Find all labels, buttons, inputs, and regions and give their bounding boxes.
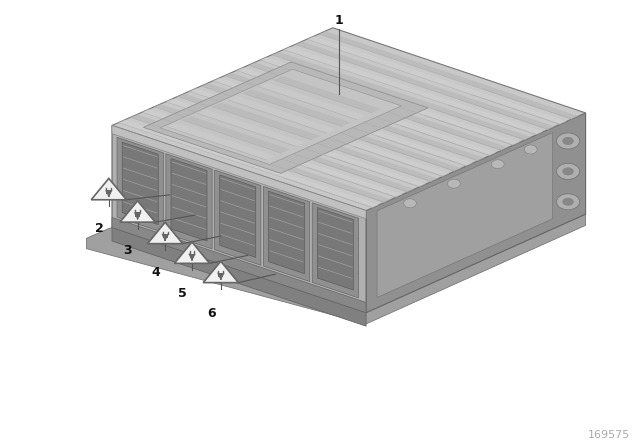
Polygon shape — [273, 76, 381, 113]
Polygon shape — [272, 52, 531, 140]
Text: 6: 6 — [207, 307, 216, 320]
FancyBboxPatch shape — [218, 273, 223, 277]
Polygon shape — [377, 133, 553, 297]
Circle shape — [492, 159, 504, 168]
Polygon shape — [189, 88, 449, 177]
Polygon shape — [143, 62, 428, 173]
Polygon shape — [117, 138, 163, 233]
Polygon shape — [269, 191, 305, 274]
Polygon shape — [201, 83, 461, 171]
Polygon shape — [174, 242, 210, 263]
Polygon shape — [212, 103, 321, 140]
Polygon shape — [243, 89, 351, 126]
Polygon shape — [317, 207, 353, 290]
Polygon shape — [177, 94, 438, 181]
Circle shape — [404, 199, 417, 208]
FancyBboxPatch shape — [189, 254, 195, 258]
FancyBboxPatch shape — [106, 190, 111, 194]
Polygon shape — [284, 47, 543, 135]
Polygon shape — [112, 217, 366, 313]
Polygon shape — [112, 125, 366, 219]
Polygon shape — [167, 123, 275, 160]
FancyBboxPatch shape — [163, 234, 168, 238]
Circle shape — [524, 145, 537, 154]
Polygon shape — [166, 154, 212, 249]
Polygon shape — [228, 96, 335, 133]
Polygon shape — [92, 178, 127, 200]
Polygon shape — [248, 62, 508, 151]
Polygon shape — [319, 31, 579, 119]
Polygon shape — [295, 42, 555, 129]
Polygon shape — [148, 222, 183, 244]
Polygon shape — [171, 159, 207, 241]
Polygon shape — [166, 99, 426, 187]
Polygon shape — [213, 78, 473, 166]
Polygon shape — [112, 228, 366, 326]
Polygon shape — [220, 175, 256, 257]
Text: 4: 4 — [151, 266, 160, 279]
Polygon shape — [197, 109, 305, 146]
Polygon shape — [307, 36, 566, 124]
Polygon shape — [131, 114, 391, 202]
Circle shape — [447, 179, 460, 188]
Text: 3: 3 — [124, 244, 132, 258]
Circle shape — [563, 137, 574, 145]
Polygon shape — [160, 69, 401, 164]
Text: 169575: 169575 — [588, 430, 630, 440]
Polygon shape — [118, 120, 380, 207]
Polygon shape — [264, 186, 310, 281]
Polygon shape — [214, 170, 261, 265]
Polygon shape — [112, 28, 586, 211]
Circle shape — [557, 133, 580, 149]
Polygon shape — [86, 214, 586, 324]
Polygon shape — [312, 203, 358, 298]
FancyBboxPatch shape — [135, 212, 140, 217]
Circle shape — [563, 198, 574, 206]
Circle shape — [563, 168, 574, 176]
Polygon shape — [258, 82, 365, 120]
Polygon shape — [236, 68, 497, 155]
Polygon shape — [366, 113, 586, 313]
Polygon shape — [203, 261, 239, 283]
Text: 5: 5 — [178, 287, 187, 300]
Polygon shape — [225, 73, 484, 161]
Polygon shape — [182, 116, 290, 153]
Polygon shape — [112, 125, 366, 313]
Polygon shape — [260, 57, 520, 145]
Polygon shape — [154, 104, 414, 192]
Circle shape — [557, 194, 580, 210]
Polygon shape — [122, 142, 158, 225]
Polygon shape — [142, 109, 403, 197]
Circle shape — [557, 164, 580, 180]
Polygon shape — [120, 201, 155, 222]
Text: 1: 1 — [335, 13, 344, 27]
Text: 2: 2 — [95, 222, 104, 235]
